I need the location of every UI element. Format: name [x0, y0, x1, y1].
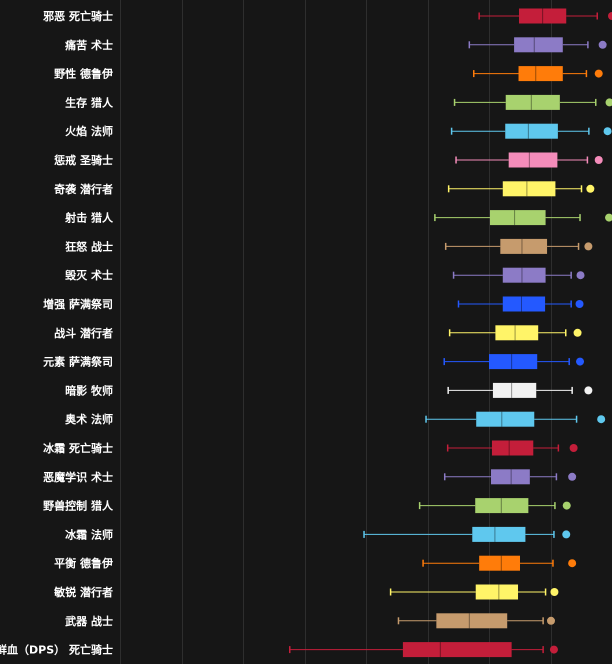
category-label: 增强 萨满祭司 [43, 297, 113, 311]
outlier-point [584, 386, 593, 395]
outlier-point [576, 271, 585, 280]
category-label: 平衡 德鲁伊 [54, 556, 113, 570]
outlier-point [568, 472, 577, 481]
box-plot-row: 射击 猎人 [64, 210, 612, 226]
category-label: 武器 战士 [65, 614, 113, 628]
box-plot-row: 冰霜 法师 [65, 526, 571, 542]
grid-lines [120, 0, 552, 664]
category-label: 暗影 牧师 [65, 383, 113, 397]
iqr-box [508, 152, 558, 168]
box-plot-row: 奇袭 潜行者 [54, 181, 595, 197]
category-label: 野性 德鲁伊 [54, 67, 113, 81]
category-label: 生存 猎人 [65, 95, 114, 109]
iqr-box [489, 210, 546, 226]
iqr-box [495, 325, 539, 341]
category-label: 痛苦 术士 [64, 38, 113, 52]
box-plot-row: 毁灭 术士 [65, 267, 585, 283]
outlier-point [608, 12, 612, 20]
category-label: 奥术 法师 [64, 412, 113, 426]
outlier-point [605, 98, 612, 107]
category-label: 射击 猎人 [64, 211, 114, 225]
iqr-box [492, 382, 537, 398]
outlier-point [586, 184, 595, 193]
outlier-point [576, 357, 585, 366]
category-label: 恶魔学识 术士 [43, 470, 113, 484]
iqr-box [514, 37, 563, 53]
outlier-point [605, 213, 612, 222]
box-plot-row: 恶魔学识 术士 [43, 469, 577, 485]
outlier-point [573, 328, 582, 337]
iqr-box [502, 181, 556, 197]
box-plot-row: 敏锐 潜行者 [53, 584, 559, 600]
outlier-point [594, 156, 603, 164]
outlier-point [597, 415, 606, 424]
box-plot-row: 奥术 法师 [64, 411, 606, 427]
category-label: 野兽控制 猎人 [43, 499, 114, 513]
box-plot-row: 野兽控制 猎人 [43, 498, 571, 514]
category-label: 奇袭 潜行者 [54, 182, 113, 196]
iqr-box [436, 613, 508, 629]
iqr-box [502, 267, 546, 283]
outlier-point [546, 616, 555, 625]
iqr-box [518, 66, 563, 82]
box-plot-row: 野性 德鲁伊 [54, 66, 603, 82]
outlier-point [598, 40, 607, 49]
iqr-box [500, 238, 548, 254]
category-label: 鲜血（DPS） 死亡骑士 [0, 643, 113, 657]
outlier-point [562, 501, 571, 510]
box-plot-row: 邪恶 死亡骑士 [42, 8, 612, 24]
box-plot-row: 惩戒 圣骑士 [54, 152, 603, 168]
box-plot-row: 生存 猎人 [65, 94, 612, 110]
box-plot-row: 平衡 德鲁伊 [54, 555, 577, 571]
box-plot-row: 鲜血（DPS） 死亡骑士 [0, 642, 558, 658]
outlier-point [584, 242, 593, 251]
iqr-box [491, 440, 534, 456]
iqr-box [490, 469, 530, 485]
outlier-point [575, 300, 584, 308]
iqr-box [519, 8, 567, 24]
box-plot-row: 冰霜 死亡骑士 [43, 440, 578, 456]
outlier-point [562, 530, 571, 539]
iqr-box [505, 94, 560, 110]
outlier-point [550, 588, 559, 596]
iqr-box [479, 555, 520, 571]
iqr-box [476, 411, 535, 427]
box-plot-row: 战斗 潜行者 [54, 325, 582, 341]
category-label: 战斗 潜行者 [54, 326, 113, 340]
category-label: 邪恶 死亡骑士 [42, 9, 113, 23]
iqr-box [475, 584, 519, 600]
iqr-box [475, 498, 529, 514]
outlier-point [549, 645, 558, 654]
category-label: 冰霜 法师 [65, 527, 113, 541]
category-label: 毁灭 术士 [65, 268, 113, 282]
outlier-point [594, 69, 603, 78]
category-label: 冰霜 死亡骑士 [43, 441, 113, 455]
box-plot-row: 元素 萨满祭司 [43, 354, 585, 370]
iqr-box [472, 526, 526, 542]
box-plot-row: 增强 萨满祭司 [43, 296, 584, 312]
iqr-box [505, 123, 558, 139]
box-plot-row: 武器 战士 [65, 613, 555, 629]
category-label: 惩戒 圣骑士 [54, 153, 113, 167]
outlier-point [603, 127, 612, 136]
box-plot-row: 痛苦 术士 [64, 37, 607, 53]
iqr-box [502, 296, 546, 312]
category-label: 元素 萨满祭司 [43, 355, 113, 369]
outlier-point [569, 444, 578, 452]
iqr-box [489, 354, 538, 370]
category-label: 狂怒 战士 [65, 239, 113, 253]
category-label: 火焰 法师 [65, 124, 113, 138]
outlier-point [568, 559, 577, 568]
box-plot-row: 狂怒 战士 [65, 238, 593, 254]
iqr-box [402, 642, 512, 658]
category-label: 敏锐 潜行者 [53, 585, 113, 599]
box-plot-row: 火焰 法师 [65, 123, 612, 139]
box-plot-row: 暗影 牧师 [65, 382, 593, 398]
